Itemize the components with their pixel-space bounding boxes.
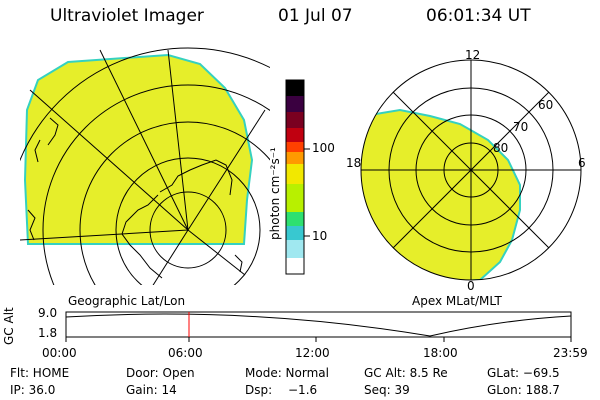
polar-plot (360, 59, 582, 281)
lat-70-label: 70 (513, 120, 529, 134)
x-tick-2359: 23:59 (553, 346, 588, 360)
latitude-circles (20, 47, 270, 285)
x-tick-1200: 12:00 (295, 346, 330, 360)
colorbar (285, 79, 310, 275)
geographic-map (20, 47, 270, 285)
mlt-6-label: 6 (578, 156, 586, 170)
altitude-curve (65, 313, 572, 337)
door-status: Door: Open (126, 366, 195, 380)
gain-value: Gain: 14 (126, 383, 177, 397)
gc-altitude: GC Alt: 8.5 Re (364, 366, 448, 380)
dsp-value: −1.6 (288, 383, 318, 397)
apex-caption: Apex MLat/MLT (412, 294, 502, 308)
x-tick-0600: 06:00 (168, 346, 203, 360)
colorbar-tick-100: 100 (312, 141, 335, 155)
longitude-lines (20, 49, 266, 285)
uv-emission-region-polar (361, 108, 521, 280)
x-tick-1800: 18:00 (423, 346, 458, 360)
altitude-ymin-label: 1.8 (38, 326, 58, 340)
coastlines (27, 117, 243, 279)
mlt-0-label: 0 (467, 279, 475, 293)
mlt-18-label: 18 (346, 156, 362, 170)
flight-status: Flt: HOME (10, 366, 70, 380)
ip-value: IP: 36.0 (10, 383, 56, 397)
mlt-12-label: 12 (465, 48, 481, 62)
geo-longitude: GLon: 188.7 (487, 383, 560, 397)
lat-60-label: 60 (538, 98, 554, 112)
dsp-label: Dsp: (245, 383, 273, 397)
colorbar-unit-label: photon cm⁻²s⁻¹ (268, 147, 282, 240)
colorbar-tick-10: 10 (312, 229, 328, 243)
mode-status: Mode: Normal (245, 366, 329, 380)
geo-latitude: GLat: −69.5 (487, 366, 560, 380)
date-label: 01 Jul 07 (278, 6, 353, 26)
instrument-title: Ultraviolet Imager (50, 6, 204, 26)
lat-80-label: 80 (493, 141, 509, 155)
sequence-number: Seq: 39 (364, 383, 410, 397)
altitude-ymax-label: 9.0 (38, 306, 58, 320)
geographic-caption: Geographic Lat/Lon (68, 294, 186, 308)
altitude-ylabel: GC Alt (2, 307, 16, 345)
x-tick-0000: 00:00 (42, 346, 77, 360)
time-label: 06:01:34 UT (426, 6, 531, 26)
altitude-plot (65, 311, 572, 342)
uv-emission-region (23, 53, 254, 245)
